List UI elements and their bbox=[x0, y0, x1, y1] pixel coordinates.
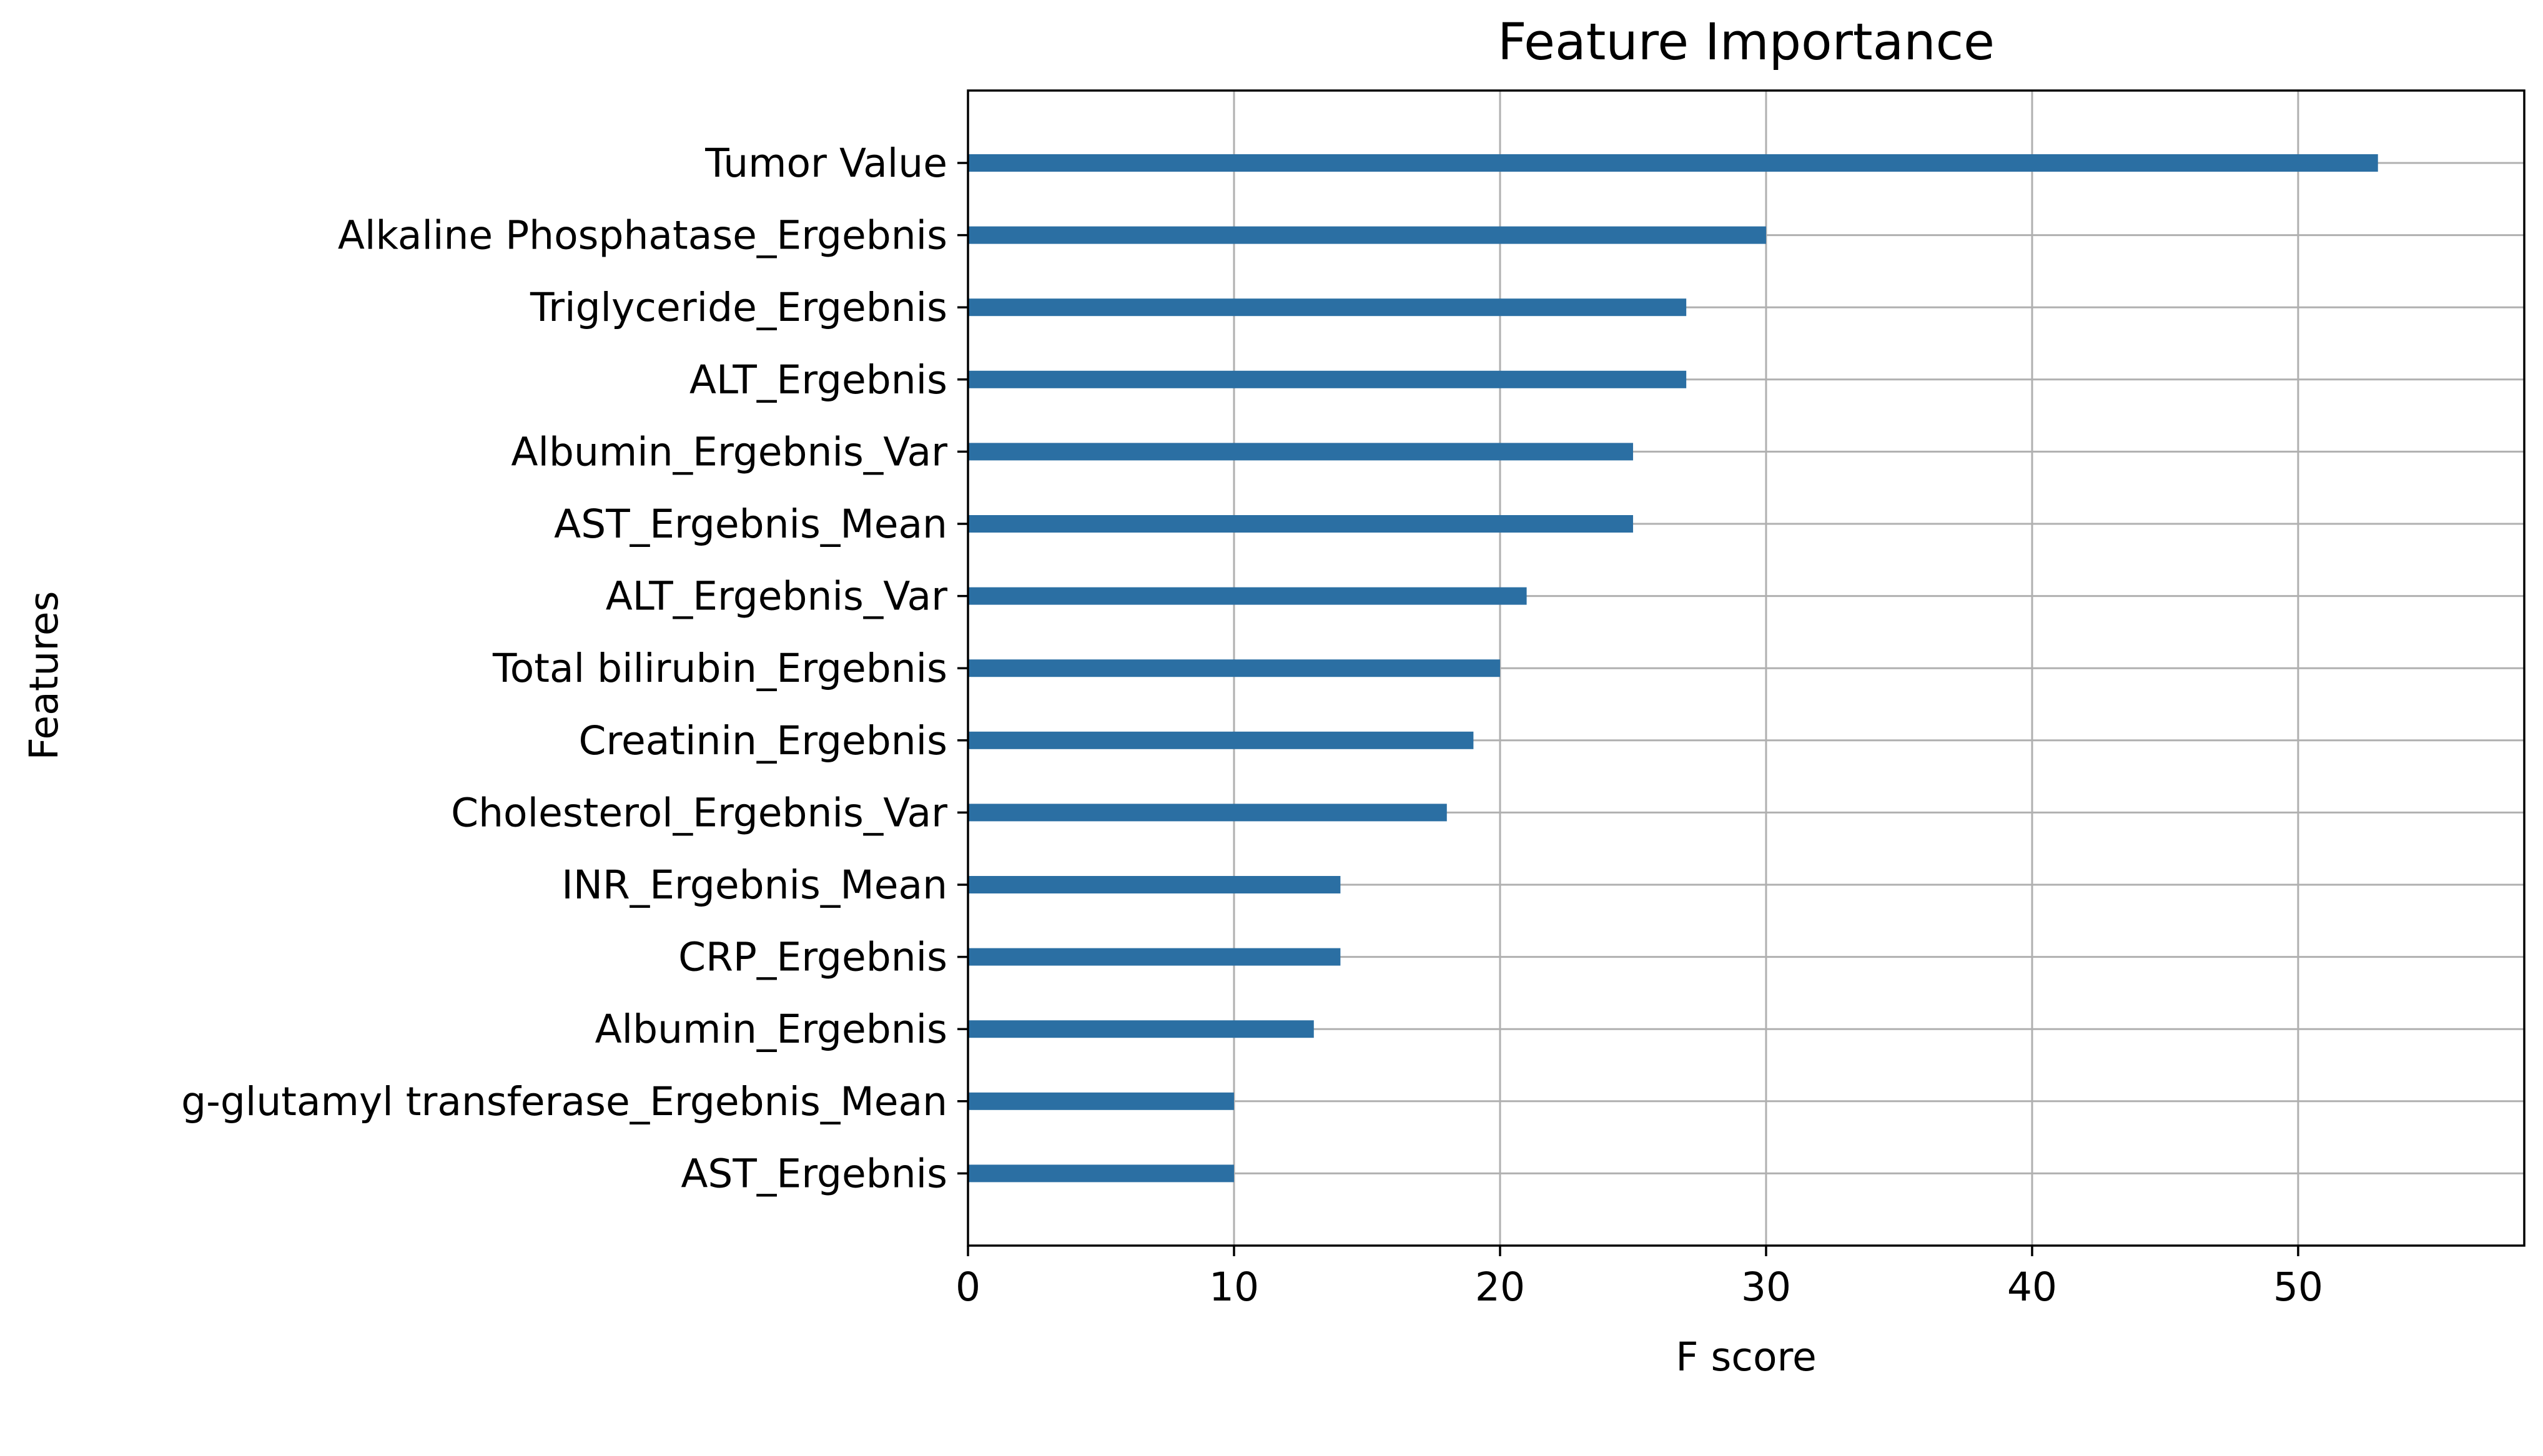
y-axis-ticks: Tumor Value Alkaline Phosphatase_Ergebnis… bbox=[181, 140, 968, 1196]
y-tick-label: ALT_Ergebnis bbox=[689, 357, 947, 403]
x-tick-label: 40 bbox=[2007, 1264, 2057, 1310]
y-tick-label: Creatinin_Ergebnis bbox=[578, 718, 947, 764]
bar bbox=[968, 948, 1341, 966]
y-tick-label: g-glutamyl transferase_Ergebnis_Mean bbox=[181, 1079, 947, 1124]
bar bbox=[968, 587, 1527, 605]
y-axis-label: Features bbox=[21, 591, 67, 760]
x-tick-label: 0 bbox=[955, 1264, 980, 1310]
bar bbox=[968, 1092, 1234, 1110]
bar bbox=[968, 154, 2378, 172]
bar bbox=[968, 515, 1633, 533]
y-tick-label: Albumin_Ergebnis bbox=[595, 1006, 947, 1052]
bar bbox=[968, 1164, 1234, 1183]
x-axis-ticks: 0 10 20 30 40 50 bbox=[955, 1246, 2323, 1310]
y-tick-label: Tumor Value bbox=[704, 140, 947, 186]
chart-title: Feature Importance bbox=[1498, 13, 1995, 72]
bar bbox=[968, 804, 1447, 822]
bar bbox=[968, 298, 1687, 317]
y-tick-label: ALT_Ergebnis_Var bbox=[606, 574, 947, 619]
y-tick-label: Total bilirubin_Ergebnis bbox=[492, 646, 947, 691]
x-tick-label: 20 bbox=[1475, 1264, 1525, 1310]
bar bbox=[968, 443, 1633, 461]
x-tick-label: 10 bbox=[1209, 1264, 1259, 1310]
x-tick-label: 30 bbox=[1741, 1264, 1791, 1310]
bar bbox=[968, 1020, 1314, 1038]
y-tick-label: CRP_Ergebnis bbox=[678, 935, 947, 980]
y-tick-label: Alkaline Phosphatase_Ergebnis bbox=[338, 213, 947, 258]
bar bbox=[968, 731, 1474, 749]
x-axis-label: F score bbox=[1676, 1334, 1817, 1380]
bar bbox=[968, 370, 1687, 388]
y-tick-label: AST_Ergebnis bbox=[681, 1151, 947, 1196]
bar bbox=[968, 659, 1500, 677]
y-tick-label: AST_Ergebnis_Mean bbox=[554, 501, 947, 547]
y-tick-label: INR_Ergebnis_Mean bbox=[561, 862, 947, 908]
y-tick-label: Cholesterol_Ergebnis_Var bbox=[451, 790, 947, 835]
bars bbox=[968, 154, 2378, 1183]
y-tick-label: Albumin_Ergebnis_Var bbox=[511, 429, 947, 475]
bar bbox=[968, 226, 1766, 244]
x-tick-label: 50 bbox=[2273, 1264, 2323, 1310]
y-tick-label: Triglyceride_Ergebnis bbox=[530, 285, 947, 330]
bar bbox=[968, 876, 1341, 893]
